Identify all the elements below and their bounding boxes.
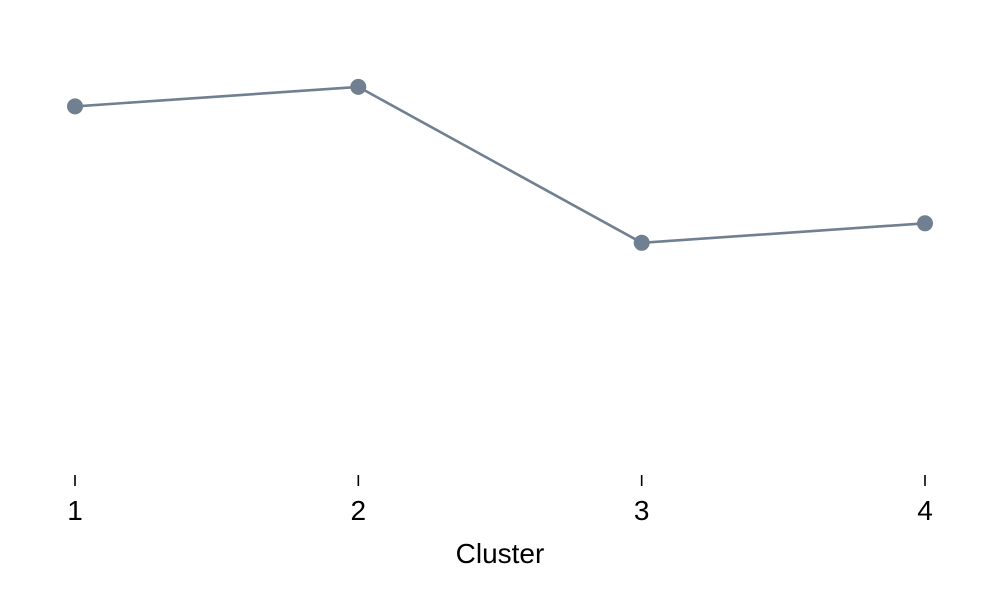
data-point-3 <box>633 234 650 251</box>
x-axis-label: Cluster <box>456 538 545 569</box>
x-axis: 1 2 3 4 <box>67 475 933 526</box>
x-tick-label-3: 3 <box>634 495 650 526</box>
series-line <box>74 85 926 245</box>
series-lines <box>74 85 926 245</box>
x-tick-label-1: 1 <box>67 495 83 526</box>
data-point-1 <box>67 98 83 115</box>
x-tick-label-2: 2 <box>351 495 367 526</box>
x-tick-label-4: 4 <box>917 495 933 526</box>
data-point-2 <box>350 78 367 95</box>
series-markers <box>67 78 933 251</box>
data-point-4 <box>917 215 933 232</box>
